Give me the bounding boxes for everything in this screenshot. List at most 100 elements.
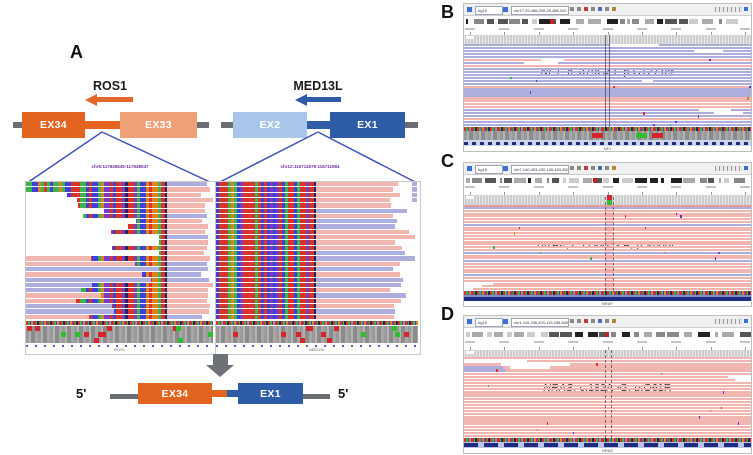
base-column: [282, 182, 285, 320]
read-clip-mask: [26, 245, 112, 250]
genome-select[interactable]: hg19: [475, 165, 503, 174]
igv-logo-icon[interactable]: [467, 166, 472, 171]
toolbar-icon[interactable]: [584, 166, 588, 170]
read: [167, 304, 210, 309]
codon-mark: [84, 332, 89, 337]
locus-input[interactable]: chr1:115,256,420-115,256,640: [511, 318, 569, 327]
read: [167, 298, 207, 304]
toolbar-icon[interactable]: [598, 319, 602, 323]
igv-alignment-panel-med13l[interactable]: [215, 181, 421, 355]
coverage-track: [464, 195, 751, 205]
toolbar-icon[interactable]: [577, 166, 581, 170]
short-read: [464, 366, 503, 369]
fusion-junction-blue: [227, 390, 238, 397]
toolbar-icon[interactable]: [570, 166, 574, 170]
genome-select[interactable]: hg19: [475, 318, 503, 327]
read-gap: [728, 375, 751, 379]
exon-ex1: EX1: [330, 112, 405, 138]
base-column: [231, 182, 234, 320]
zoom-slider[interactable]: [715, 166, 743, 171]
zoom-slider[interactable]: [715, 319, 743, 324]
mismatch-dot: [663, 251, 666, 255]
read: [316, 298, 401, 304]
mismatch-dot: [546, 422, 549, 425]
toolbar-icon[interactable]: [591, 166, 595, 170]
igv-logo-icon[interactable]: [467, 319, 472, 324]
ideogram-band: [740, 331, 751, 337]
toolbar-icon[interactable]: [612, 166, 616, 170]
zoom-plus-icon[interactable]: [744, 7, 748, 11]
igv-screenshot-nf1[interactable]: NF1, c. 379G>T, p.G127Ter NF1 hg19chr17:…: [463, 3, 752, 152]
chromosome-icon[interactable]: [503, 166, 508, 171]
ideogram-band: [697, 331, 710, 337]
read-row: [464, 212, 751, 215]
base-column: [258, 182, 261, 320]
ideogram-band: [599, 331, 607, 337]
coverage-track: [464, 35, 751, 44]
chromosome-icon[interactable]: [503, 319, 508, 324]
toolbar-icon[interactable]: [605, 319, 609, 323]
zoom-slider[interactable]: [715, 7, 743, 12]
read: [167, 192, 201, 197]
toolbar-icon[interactable]: [598, 166, 602, 170]
toolbar-icon[interactable]: [570, 319, 574, 323]
chromosome-icon[interactable]: [503, 7, 508, 12]
toolbar-icon[interactable]: [591, 7, 595, 11]
read-clip-mask: [26, 213, 83, 219]
igv-screenshot-nras[interactable]: NRAS, c.182A>G, p.Q61R NRAS hg19chr1:115…: [463, 315, 752, 454]
toolbar-icon[interactable]: [584, 319, 588, 323]
toolbar-icon[interactable]: [612, 7, 616, 11]
row-gap: [216, 276, 418, 278]
toolbar-icon[interactable]: [605, 166, 609, 170]
codon-mark: [94, 338, 99, 343]
intron-connector-med13l: [307, 121, 330, 129]
read-row: [464, 207, 751, 209]
short-read: [464, 369, 506, 372]
read-row: [464, 282, 751, 285]
ruler-tick: [710, 347, 712, 350]
locus-input[interactable]: chr17:29,486,000-29,486,220: [511, 6, 569, 15]
ruler-tick: [641, 347, 643, 350]
igv-logo-icon[interactable]: [467, 7, 472, 12]
base-column: [252, 182, 255, 320]
read-row: [464, 397, 751, 400]
read-row: [464, 385, 751, 388]
row-gap: [216, 260, 418, 262]
mismatch-dot: [722, 391, 725, 394]
fusion-5prime-left: 5': [76, 386, 87, 401]
row-gap: [26, 297, 213, 299]
read-row: [464, 400, 751, 403]
read-row: [464, 73, 751, 76]
fusion-exon-ex34: EX34: [138, 383, 212, 404]
ruler-tick: [745, 32, 746, 35]
read: [316, 314, 394, 319]
mismatch-dot: [669, 124, 672, 127]
igv-screenshot-braf[interactable]: BRAF, c.1799T > A, p.V600E BRAF hg19chr7…: [463, 162, 752, 307]
genome-select[interactable]: hg19: [475, 6, 503, 15]
toolbar-icon[interactable]: [584, 7, 588, 11]
chromosome-ideogram: [464, 328, 751, 340]
zoom-plus-icon[interactable]: [744, 166, 748, 170]
read-row: [464, 100, 751, 103]
ruler-track: [464, 340, 751, 350]
read-row: [464, 79, 751, 82]
igv-alignment-panel-ros1[interactable]: [25, 181, 216, 355]
codon-mark: [334, 326, 339, 331]
toolbar-icon[interactable]: [570, 7, 574, 11]
read-row: [464, 76, 751, 79]
codon-mark: [61, 332, 66, 337]
toolbar-icon[interactable]: [591, 319, 595, 323]
zoom-plus-icon[interactable]: [744, 319, 748, 323]
ideogram-band: [678, 19, 688, 24]
read-row: [464, 249, 751, 251]
toolbar-icon[interactable]: [605, 7, 609, 11]
read-row: [464, 406, 751, 410]
toolbar-icon[interactable]: [577, 319, 581, 323]
read-row: [464, 366, 751, 369]
toolbar-icon[interactable]: [598, 7, 602, 11]
toolbar-icon[interactable]: [577, 7, 581, 11]
toolbar-icon[interactable]: [612, 319, 616, 323]
locus-input[interactable]: chr7:140,453,030-140,453,250: [511, 165, 569, 174]
read-row: [464, 257, 751, 260]
variant-line: [609, 35, 610, 127]
